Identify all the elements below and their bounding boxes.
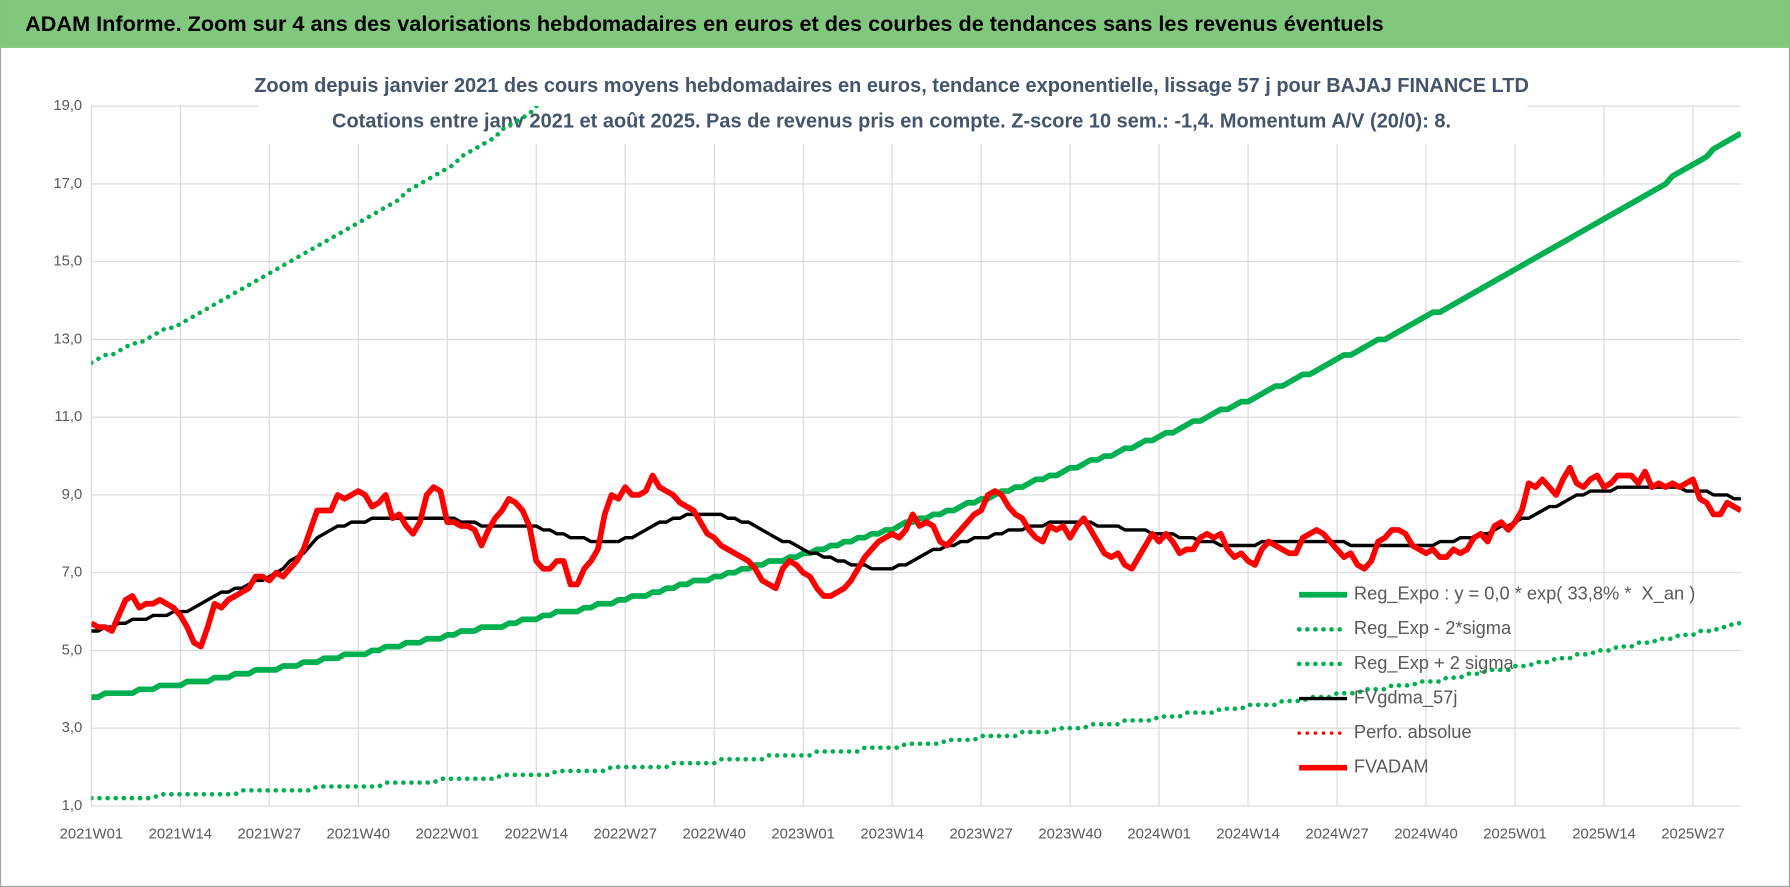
- x-tick-label: 2022W14: [504, 826, 567, 842]
- y-tick-label: 7,0: [62, 565, 83, 581]
- y-tick-label: 17,0: [53, 176, 82, 192]
- legend-label: FVADAM: [1354, 756, 1429, 777]
- x-tick-label: 2023W01: [771, 826, 834, 842]
- x-tick-label: 2025W01: [1483, 826, 1546, 842]
- x-tick-label: 2021W01: [60, 826, 123, 842]
- x-tick-label: 2021W40: [327, 826, 390, 842]
- x-tick-label: 2024W40: [1394, 826, 1457, 842]
- y-tick-label: 9,0: [62, 487, 83, 503]
- x-tick-label: 2025W14: [1572, 826, 1635, 842]
- x-tick-label: 2022W27: [593, 826, 656, 842]
- legend-label: Reg_Exp + 2 sigma: [1354, 652, 1515, 674]
- x-tick-label: 2023W27: [949, 826, 1012, 842]
- header-bar: [0, 0, 1790, 48]
- y-tick-label: 3,0: [62, 720, 83, 736]
- y-tick-label: 15,0: [53, 254, 82, 270]
- y-tick-label: 13,0: [53, 331, 82, 347]
- y-tick-label: 1,0: [62, 798, 83, 814]
- x-tick-label: 2022W01: [416, 826, 479, 842]
- x-tick-label: 2024W14: [1216, 826, 1279, 842]
- x-tick-label: 2024W27: [1305, 826, 1368, 842]
- legend: Reg_Expo : y = 0,0 * exp( 33,8% * X_an )…: [1296, 583, 1695, 777]
- subtitle-background: [258, 66, 1528, 144]
- legend-label: Reg_Exp - 2*sigma: [1354, 617, 1512, 639]
- series-line: [91, 464, 1741, 650]
- x-tick-label: 2021W14: [149, 826, 212, 842]
- x-tick-label: 2024W01: [1127, 826, 1190, 842]
- legend-label: Perfo. absolue: [1354, 721, 1472, 742]
- y-tick-label: 5,0: [62, 642, 83, 658]
- chart-subtitle: Zoom depuis janvier 2021 des cours moyen…: [254, 75, 1529, 97]
- plot-area: [91, 106, 1741, 801]
- x-tick-label: 2022W40: [682, 826, 745, 842]
- y-tick-label: 19,0: [53, 98, 82, 114]
- x-tick-label: 2025W27: [1661, 826, 1724, 842]
- page-title: ADAM Informe. Zoom sur 4 ans des valoris…: [25, 11, 1384, 36]
- x-tick-label: 2023W40: [1038, 826, 1101, 842]
- legend-label: FVgdma_57j: [1354, 686, 1457, 708]
- grid: 1,0 3,0 5,0 7,0 9,0 11,0 13,0 15,0 17,0 19,0 2021W…: [53, 98, 1741, 842]
- x-tick-label: 2023W14: [860, 826, 923, 842]
- y-tick-label: 11,0: [54, 409, 82, 425]
- series-line: [91, 485, 1741, 633]
- legend-label: Reg_Expo : y = 0,0 * exp( 33,8% * X_an ): [1354, 583, 1695, 605]
- chart-subtitle: Cotations entre janv 2021 et août 2025. …: [332, 110, 1451, 132]
- x-tick-label: 2021W27: [238, 826, 301, 842]
